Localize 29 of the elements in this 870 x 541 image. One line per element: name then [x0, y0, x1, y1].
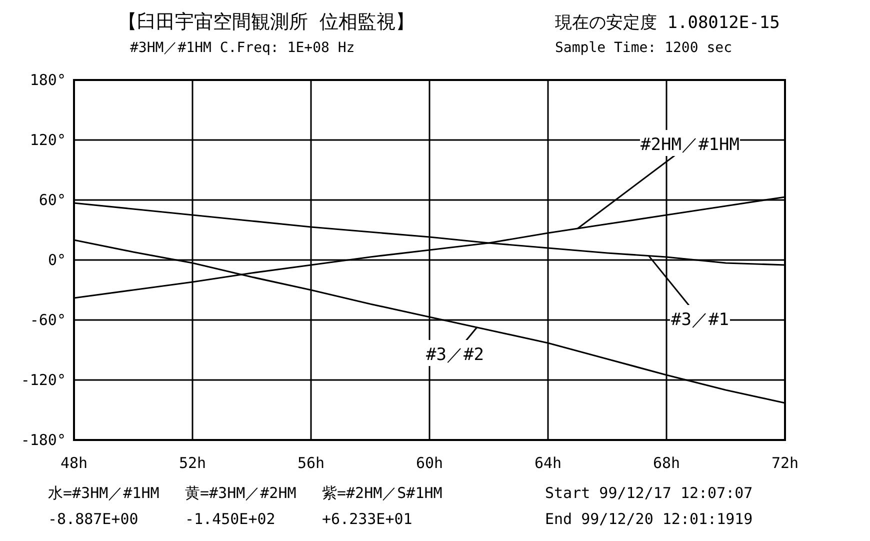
x-tick-label: 60h — [416, 454, 444, 472]
text: -1.450E+02 — [185, 510, 276, 528]
text: 水=#3HM／#1HM — [48, 484, 160, 502]
text: -8.887E+00 — [48, 510, 138, 528]
text: #2HM／#1HM — [640, 135, 740, 155]
text: #3／#1 — [671, 310, 729, 330]
x-tick-label: 72h — [771, 454, 799, 472]
text: 現在の安定度 1.08012E-15 — [555, 13, 780, 33]
text: +6.233E+01 — [322, 510, 412, 528]
y-tick-label: 0° — [48, 251, 66, 269]
y-tick-label: 60° — [38, 191, 66, 209]
y-tick-label: -120° — [20, 371, 66, 389]
text: Start 99/12/17 12:07:07 — [545, 484, 753, 502]
text: 黄=#3HM／#2HM — [185, 484, 296, 502]
chart-subtitle: #3HM／#1HM C.Freq: 1E+08 Hz — [130, 40, 355, 56]
x-tick-label: 64h — [534, 454, 562, 472]
x-tick-label: 68h — [652, 454, 680, 472]
y-tick-label: -180° — [20, 431, 66, 449]
x-tick-label: 48h — [60, 454, 88, 472]
y-tick-label: 180° — [30, 71, 66, 89]
text: End 99/12/20 12:01:1919 — [545, 510, 753, 528]
y-tick-label: -60° — [30, 311, 66, 329]
x-tick-label: 52h — [178, 454, 206, 472]
chart-title: 【臼田宇宙空間観測所 位相監視】 — [118, 11, 414, 33]
series-label: #3／#2 — [426, 345, 484, 365]
y-tick-label: 120° — [30, 131, 66, 149]
x-tick-label: 56h — [297, 454, 325, 472]
text: 紫=#2HM／S#1HM — [322, 484, 442, 502]
text: Sample Time: 1200 sec — [555, 40, 732, 56]
